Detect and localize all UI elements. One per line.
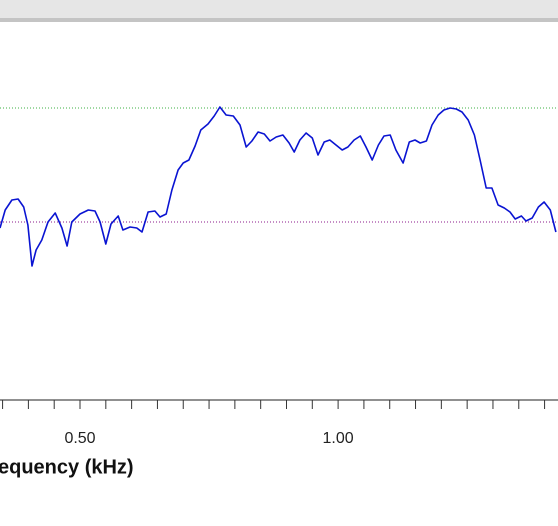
x-axis-label: Frequency (kHz) <box>0 456 134 478</box>
divider <box>0 18 558 22</box>
plot-area <box>0 22 558 400</box>
x-tick-label: 0.50 <box>64 430 95 447</box>
x-tick-label: 1.00 <box>323 430 354 447</box>
toolbar <box>0 0 558 18</box>
series-line <box>0 106 557 267</box>
